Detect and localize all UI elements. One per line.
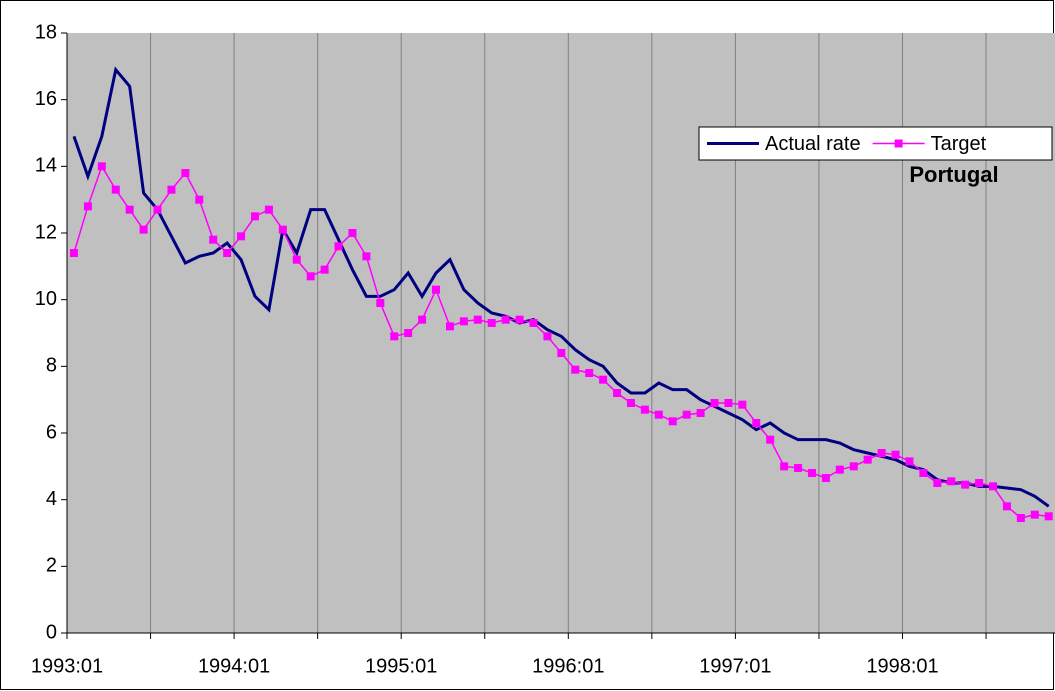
- point-marker: [543, 332, 552, 341]
- point-marker: [571, 365, 580, 374]
- point-marker: [975, 479, 984, 487]
- x-tick-label: 1997:01: [699, 655, 771, 677]
- point-marker: [738, 400, 747, 409]
- point-marker: [1016, 514, 1025, 522]
- y-tick-label: 10: [35, 288, 57, 310]
- point-marker: [250, 212, 259, 221]
- plot-background: [67, 33, 1055, 633]
- point-marker: [835, 465, 844, 474]
- point-marker: [264, 205, 273, 214]
- point-marker: [877, 449, 886, 457]
- point-marker: [501, 315, 510, 324]
- point-marker: [1044, 512, 1053, 521]
- point-marker: [292, 255, 301, 264]
- point-marker: [905, 457, 914, 466]
- point-marker: [821, 474, 830, 482]
- x-tick-label: 1998:01: [866, 655, 938, 677]
- legend-marker: [894, 139, 903, 148]
- point-marker: [947, 477, 956, 486]
- point-marker: [153, 205, 162, 214]
- y-tick-label: 14: [35, 155, 57, 177]
- point-marker: [376, 299, 385, 307]
- point-marker: [306, 272, 315, 281]
- point-marker: [362, 252, 371, 261]
- y-tick-label: 12: [35, 221, 57, 243]
- point-marker: [585, 369, 594, 377]
- point-marker: [515, 315, 524, 324]
- x-tick-label: 1993:01: [31, 655, 103, 677]
- y-tick-label: 18: [35, 21, 57, 43]
- point-marker: [83, 202, 92, 211]
- point-marker: [139, 225, 148, 234]
- point-marker: [320, 265, 329, 274]
- point-marker: [989, 482, 998, 491]
- point-marker: [599, 375, 608, 384]
- point-marker: [961, 480, 970, 489]
- point-marker: [710, 399, 719, 407]
- plot-area: 0 2 4 6 8 10 12 14 16 18 1993:01 1994:01 1995:01 1996…: [31, 21, 1055, 677]
- point-marker: [849, 462, 858, 471]
- x-tick-label: 1995:01: [365, 655, 437, 677]
- x-tick-label: 1994:01: [198, 655, 270, 677]
- point-marker: [167, 185, 176, 194]
- point-marker: [278, 225, 287, 234]
- point-marker: [459, 317, 468, 326]
- point-marker: [181, 169, 190, 177]
- point-marker: [334, 242, 343, 251]
- legend-label: Target: [931, 133, 987, 155]
- y-tick-label: 16: [35, 88, 57, 110]
- point-marker: [97, 162, 106, 171]
- annotation: Portugal: [909, 162, 998, 187]
- point-marker: [487, 319, 496, 327]
- point-marker: [933, 479, 942, 487]
- point-marker: [919, 469, 928, 477]
- point-marker: [473, 315, 482, 324]
- point-marker: [418, 315, 427, 324]
- point-marker: [348, 229, 357, 237]
- point-marker: [682, 410, 691, 419]
- y-tick-label: 6: [46, 421, 57, 443]
- point-marker: [432, 285, 441, 294]
- point-marker: [626, 399, 635, 407]
- point-marker: [780, 462, 789, 471]
- point-marker: [654, 410, 663, 419]
- y-tick-label: 2: [46, 555, 57, 577]
- point-marker: [390, 332, 399, 341]
- point-marker: [125, 205, 134, 214]
- y-tick-label: 8: [46, 355, 57, 377]
- point-marker: [696, 409, 705, 417]
- point-marker: [1030, 510, 1039, 519]
- point-marker: [111, 185, 120, 194]
- point-marker: [195, 195, 204, 204]
- point-marker: [1002, 502, 1011, 511]
- point-marker: [69, 249, 78, 257]
- y-tick-label: 4: [46, 488, 57, 510]
- point-marker: [752, 419, 761, 427]
- point-marker: [891, 450, 900, 459]
- x-tick-label: 1996:01: [532, 655, 604, 677]
- point-marker: [223, 249, 232, 257]
- point-marker: [668, 417, 677, 426]
- point-marker: [766, 435, 775, 444]
- point-marker: [794, 464, 803, 472]
- point-marker: [237, 232, 246, 241]
- point-marker: [404, 329, 413, 337]
- point-marker: [557, 349, 566, 357]
- point-marker: [209, 235, 218, 244]
- point-marker: [863, 455, 872, 464]
- point-marker: [640, 405, 649, 414]
- point-marker: [445, 322, 454, 331]
- point-marker: [613, 389, 622, 397]
- series-line: [72, 66, 1050, 508]
- y-tick-label: 0: [46, 621, 57, 643]
- point-marker: [529, 319, 538, 327]
- point-marker: [724, 399, 733, 407]
- point-marker: [807, 469, 816, 477]
- legend-label: Actual rate: [765, 133, 861, 155]
